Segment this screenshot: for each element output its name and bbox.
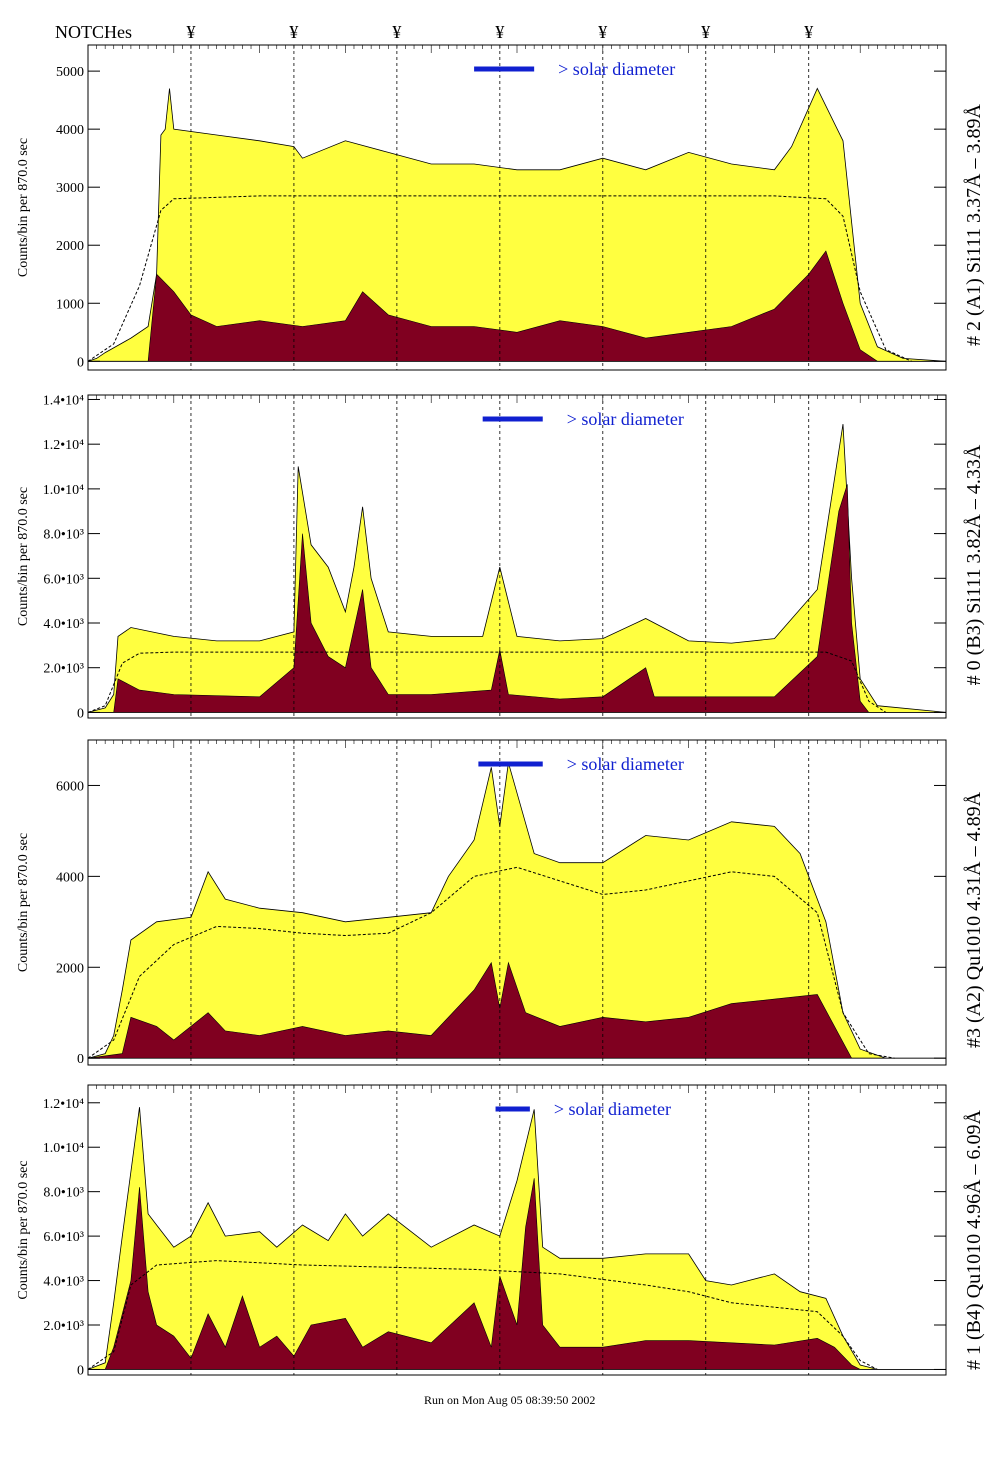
y-tick-label: 6.0•10³ <box>43 1230 84 1245</box>
legend-text: > solar diameter <box>558 59 675 79</box>
series-model-line <box>87 1260 878 1370</box>
series-model-line <box>87 866 895 1059</box>
series-model-line <box>87 651 887 713</box>
panel-2: 0 2.0•10³ 4.0•10³ 6.0•10³ 8.0•10³ 1.0•10⁴ 1.2•… <box>16 393 985 721</box>
y-tick-label: 0 <box>77 1052 84 1067</box>
y-tick-label: 1.4•10⁴ <box>43 393 84 408</box>
y-tick-label: 2.0•10³ <box>43 662 84 677</box>
y-tick-label: 2000 <box>56 239 84 254</box>
series-yellow-area <box>87 87 947 362</box>
y-tick-label: 8.0•10³ <box>43 1186 84 1201</box>
legend-text: > solar diameter <box>567 409 684 429</box>
y-tick-label: 0 <box>77 706 84 721</box>
notch-marker-4: ¥ <box>495 22 504 42</box>
notch-marker-2: ¥ <box>289 22 298 42</box>
notches-label: NOTCHes <box>55 22 132 42</box>
y-tick-label: 2000 <box>56 961 84 976</box>
y-tick-label: 1000 <box>56 297 84 312</box>
y-axis-label: Counts/bin per 870.0 sec <box>16 833 31 972</box>
y-tick-label: 1.0•10⁴ <box>43 483 84 498</box>
y-tick-label: 4.0•10³ <box>43 617 84 632</box>
notch-marker-5: ¥ <box>598 22 607 42</box>
y-tick-label: 6000 <box>56 779 84 794</box>
panel-1: 0 1000 2000 3000 4000 5000 Counts/bin per 870.… <box>16 44 985 371</box>
notch-marker-7: ¥ <box>804 22 813 42</box>
series-maroon-area <box>88 250 946 362</box>
y-tick-label: 4.0•10³ <box>43 1275 84 1290</box>
series-yellow-area <box>87 762 946 1059</box>
series-maroon-area <box>88 484 946 713</box>
notch-marker-3: ¥ <box>392 22 401 42</box>
y-tick-label: 0 <box>77 355 84 370</box>
y-tick-label: 4000 <box>56 870 84 885</box>
panel-3: 0 2000 4000 6000 Counts/bin per 870.0 sec #3 … <box>16 739 985 1067</box>
y-tick-label: 8.0•10³ <box>43 528 84 543</box>
y-tick-label: 4000 <box>56 123 84 138</box>
y-axis-label: Counts/bin per 870.0 sec <box>16 487 31 626</box>
y-tick-label: 1.2•10⁴ <box>43 1097 84 1112</box>
y-axis-label: Counts/bin per 870.0 sec <box>16 138 31 277</box>
panel-side-label: #3 (A2) Qu1010 4.31Å – 4.89Å <box>963 791 985 1048</box>
y-tick-label: 3000 <box>56 181 84 196</box>
y-tick-label: 0 <box>77 1363 84 1378</box>
series-maroon-area <box>87 961 946 1059</box>
series-yellow-area <box>87 1107 946 1370</box>
legend-text: > solar diameter <box>554 1099 671 1119</box>
notch-marker-1: ¥ <box>186 22 195 42</box>
y-axis-label: Counts/bin per 870.0 sec <box>16 1160 31 1299</box>
footer-run-text: Run on Mon Aug 05 08:39:50 2002 <box>424 1393 595 1407</box>
y-tick-label: 2.0•10³ <box>43 1319 84 1334</box>
series-maroon-area <box>88 1178 946 1370</box>
panel-side-label: # 0 (B3) Si111 3.82Å – 4.33Å <box>963 444 985 685</box>
y-tick-label: 5000 <box>56 65 84 80</box>
series-model-line <box>87 195 912 362</box>
panel-side-label: # 1 (B4) Qu1010 4.96Å – 6.09Å <box>963 1109 985 1370</box>
notch-marker-6: ¥ <box>701 22 710 42</box>
y-tick-label: 1.0•10⁴ <box>43 1141 84 1156</box>
panel-4: 0 2.0•10³ 4.0•10³ 6.0•10³ 8.0•10³ 1.0•10⁴ 1.2•… <box>16 1084 985 1378</box>
panels: 0 1000 2000 3000 4000 5000 Counts/bin per 870.… <box>16 44 985 1378</box>
panel-side-label: # 2 (A1) Si111 3.37Å – 3.89Å <box>963 104 985 346</box>
y-tick-label: 1.2•10⁴ <box>43 438 84 453</box>
notch-markers: ¥ ¥ ¥ ¥ ¥ ¥ ¥ <box>186 22 813 42</box>
legend-text: > solar diameter <box>567 754 684 774</box>
y-tick-label: 6.0•10³ <box>43 572 84 587</box>
